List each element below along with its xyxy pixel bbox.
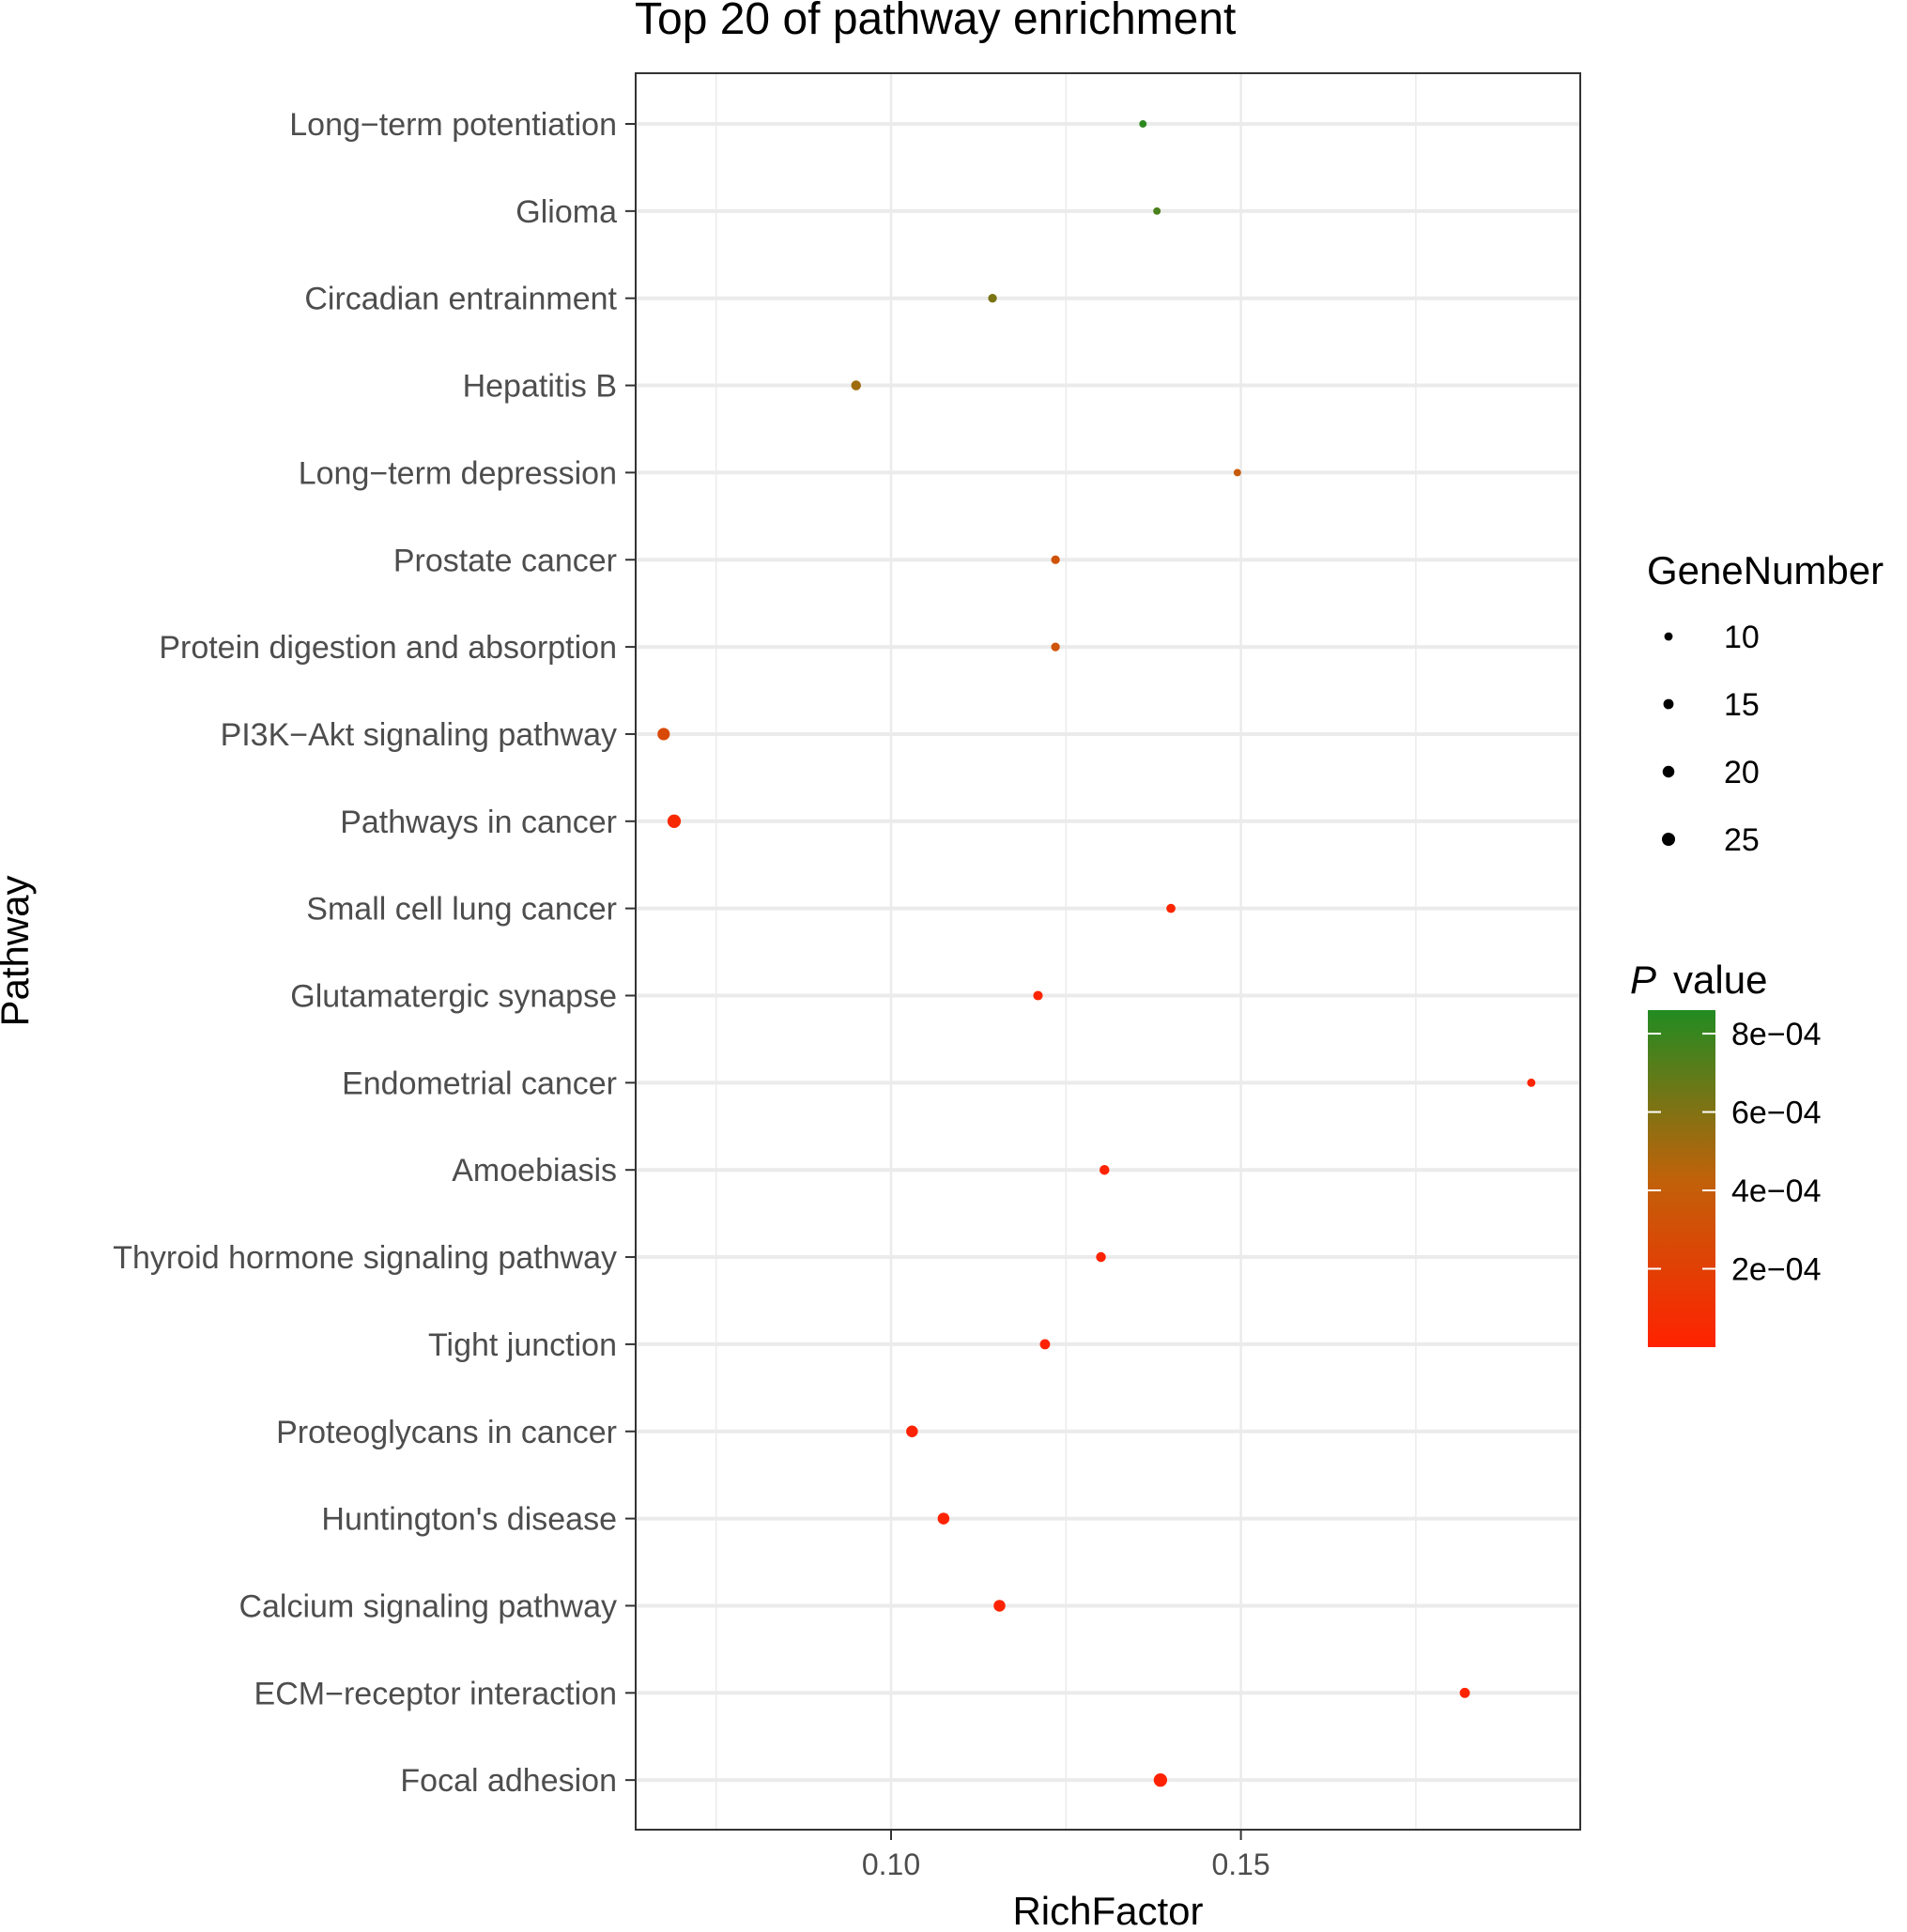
y-tick-label: Calcium signaling pathway xyxy=(238,1588,617,1624)
y-tick-label: Pathways in cancer xyxy=(340,805,617,840)
size-legend-label: 10 xyxy=(1724,620,1760,655)
chart-title: Top 20 of pathway enrichment xyxy=(635,0,1236,44)
data-point xyxy=(667,814,682,828)
data-point xyxy=(988,294,997,303)
data-point xyxy=(1459,1687,1470,1698)
data-point xyxy=(906,1425,918,1438)
data-point xyxy=(1100,1164,1110,1175)
data-point xyxy=(1051,555,1060,564)
size-legend-label: 15 xyxy=(1724,687,1760,723)
x-axis: 0.10 0.15 xyxy=(862,1830,1270,1881)
y-tick-label: Protein digestion and absorption xyxy=(159,630,617,666)
panel-grid xyxy=(636,73,1580,1830)
y-axis-label: Pathway xyxy=(0,875,37,1026)
size-legend-title: GeneNumber xyxy=(1647,548,1884,592)
colorbar-tick-label: 4e−04 xyxy=(1731,1173,1822,1209)
y-tick-label: PI3K−Akt signaling pathway xyxy=(221,717,617,753)
data-point xyxy=(993,1600,1006,1612)
y-tick-label: Circadian entrainment xyxy=(304,282,617,317)
x-axis-label: RichFactor xyxy=(1012,1889,1203,1927)
color-legend-title-rest: value xyxy=(1673,958,1767,1002)
y-axis: Long−term potentiation Glioma Circadian en… xyxy=(113,107,636,1799)
data-point xyxy=(1166,903,1176,913)
size-legend-key xyxy=(1662,833,1675,846)
y-tick-label: Thyroid hormone signaling pathway xyxy=(113,1240,617,1276)
size-legend: GeneNumber 10 15 20 25 xyxy=(1647,548,1884,858)
x-tick-label: 0.10 xyxy=(862,1848,920,1881)
y-tick-label: Long−term depression xyxy=(299,455,617,491)
data-point xyxy=(657,728,670,741)
data-point xyxy=(1139,120,1147,128)
size-legend-label: 25 xyxy=(1724,822,1760,858)
data-point xyxy=(1153,1773,1168,1787)
y-tick-label: ECM−receptor interaction xyxy=(254,1676,617,1711)
y-tick-label: Endometrial cancer xyxy=(342,1066,617,1101)
x-tick-label: 0.15 xyxy=(1211,1848,1269,1881)
y-tick-label: Glutamatergic synapse xyxy=(290,979,617,1015)
y-tick-label: Prostate cancer xyxy=(393,543,617,578)
points-layer xyxy=(657,120,1536,1787)
panel-border xyxy=(635,72,1581,1831)
data-point xyxy=(1033,990,1043,1001)
data-point xyxy=(851,380,861,391)
color-legend-title-italic: P xyxy=(1630,958,1656,1002)
colorbar xyxy=(1648,1010,1715,1347)
y-tick-label: Long−term potentiation xyxy=(289,107,617,143)
data-point xyxy=(1039,1339,1051,1350)
data-point xyxy=(1527,1078,1536,1087)
y-tick-label: Amoebiasis xyxy=(452,1153,617,1188)
data-point xyxy=(1233,468,1241,477)
data-point xyxy=(937,1512,950,1525)
y-tick-label: Proteoglycans in cancer xyxy=(276,1415,617,1450)
y-tick-label: Tight junction xyxy=(428,1327,617,1363)
y-tick-label: Huntington's disease xyxy=(321,1502,617,1538)
y-tick-label: Small cell lung cancer xyxy=(306,892,617,928)
size-legend-label: 20 xyxy=(1724,755,1760,790)
colorbar-tick-label: 8e−04 xyxy=(1731,1017,1822,1052)
size-legend-key xyxy=(1664,632,1673,641)
data-point xyxy=(1051,642,1060,652)
y-tick-label: Focal adhesion xyxy=(400,1763,617,1799)
data-point xyxy=(1096,1251,1106,1263)
colorbar-tick-label: 2e−04 xyxy=(1731,1252,1822,1288)
size-legend-key xyxy=(1663,698,1674,710)
colorbar-tick-label: 6e−04 xyxy=(1731,1096,1822,1131)
size-legend-key xyxy=(1662,765,1675,778)
y-tick-label: Glioma xyxy=(515,194,617,230)
y-tick-label: Hepatitis B xyxy=(463,369,617,405)
data-point xyxy=(1153,207,1161,215)
